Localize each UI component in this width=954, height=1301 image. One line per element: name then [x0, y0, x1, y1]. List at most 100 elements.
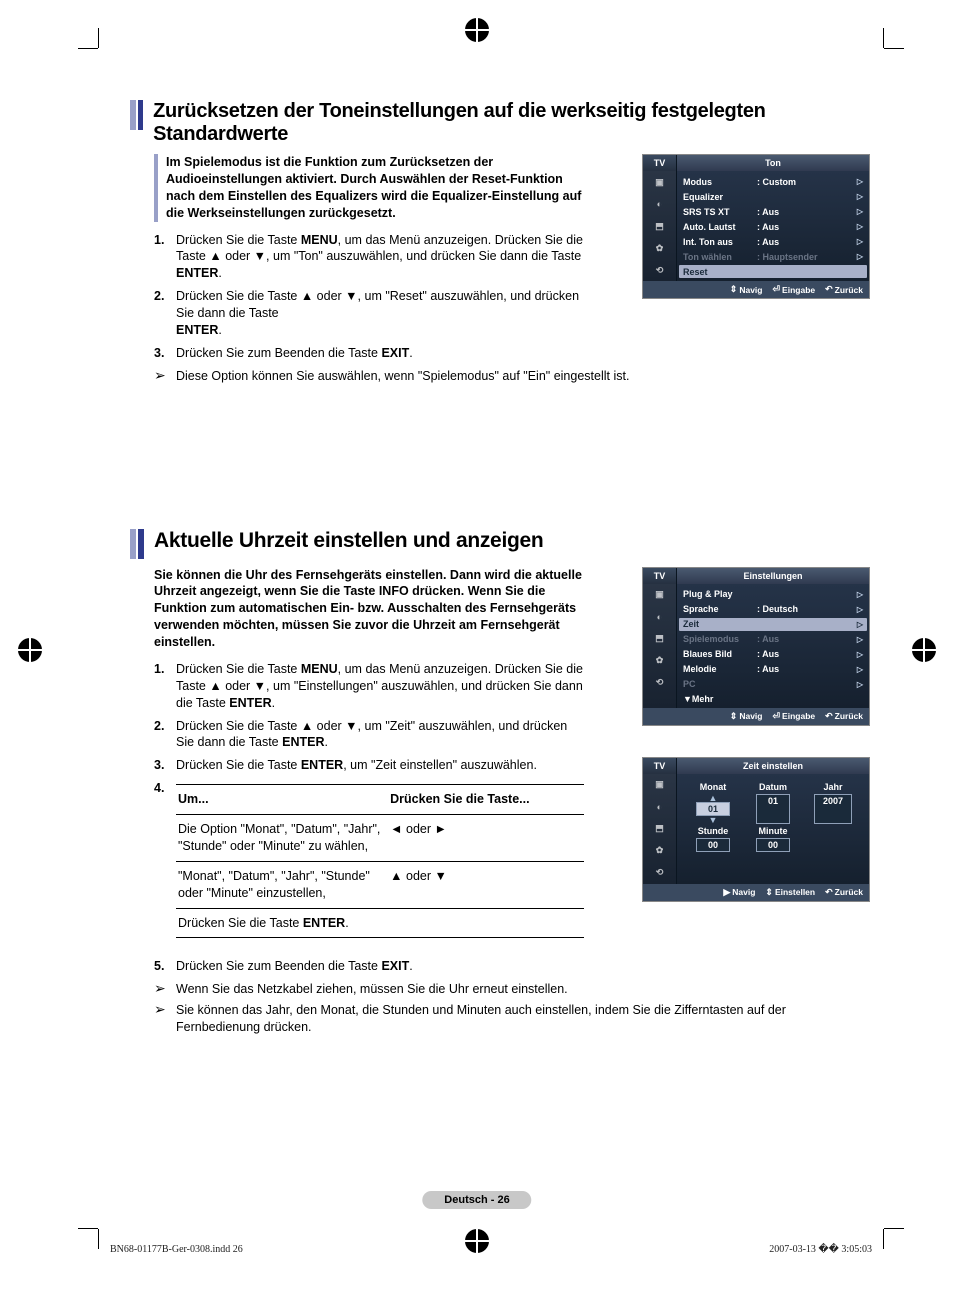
updown-icon: ⇕	[730, 284, 738, 295]
step-number: 1.	[154, 232, 176, 283]
updown-icon: ⇕	[765, 887, 773, 898]
time-header: Jahr	[823, 782, 842, 792]
input-icon: ⟲	[643, 862, 676, 884]
step-text: Drücken Sie die Taste ▲ oder ▼, um "Rese…	[176, 288, 584, 339]
osd-row: Zeit▷	[679, 618, 867, 631]
section-bar-icon	[138, 100, 144, 130]
osd-row: Sprache: Deutsch▷	[683, 603, 863, 616]
chevron-down-icon: ▼	[709, 816, 718, 824]
step-text: Drücken Sie zum Beenden die Taste EXIT.	[176, 958, 794, 975]
osd-row: ▼Mehr	[683, 693, 863, 706]
channel-icon: ⬒	[643, 628, 676, 650]
crop-mark-icon	[78, 48, 98, 49]
enter-icon: ⏎	[773, 711, 781, 722]
return-icon: ↶	[825, 284, 833, 295]
crop-mark-icon	[98, 28, 99, 48]
osd-title: Zeit einstellen	[677, 758, 869, 774]
crop-mark-icon	[883, 1229, 884, 1249]
registration-mark-icon	[912, 638, 936, 662]
section-title: Zurücksetzen der Toneinstellungen auf di…	[153, 100, 850, 146]
osd-menu-einstellungen: TV Einstellungen ▣ ◐ ⬒ ✿ ⟲ Plug & Play▷S…	[642, 567, 870, 726]
input-icon: ⟲	[643, 672, 676, 694]
right-icon: ▶	[723, 887, 730, 898]
osd-title: Ton	[677, 155, 869, 171]
picture-icon: ▣	[643, 584, 676, 606]
table-row: Drücken Sie die Taste ENTER.	[176, 908, 584, 938]
step-text: Drücken Sie die Taste MENU, um das Menü …	[176, 232, 584, 283]
osd-tv-label: TV	[643, 155, 677, 171]
section-intro: Sie können die Uhr des Fernsehgeräts ein…	[154, 567, 584, 651]
osd-row: SRS TS XT: Aus▷	[683, 205, 863, 218]
section-bar-icon	[130, 529, 136, 559]
osd-row: Int. Ton aus: Aus▷	[683, 235, 863, 248]
table-row: Die Option "Monat", "Datum", "Jahr", "St…	[176, 815, 584, 862]
osd-row: Melodie: Aus▷	[683, 663, 863, 676]
return-icon: ↶	[825, 887, 833, 898]
osd-footer: ▶Navig ⇕Einstellen ↶Zurück	[643, 884, 869, 901]
page-badge: Deutsch - 26	[422, 1191, 531, 1209]
step-number: 3.	[154, 757, 176, 774]
note-text: Wenn Sie das Netzkabel ziehen, müssen Si…	[176, 981, 794, 998]
enter-icon: ⏎	[773, 284, 781, 295]
section-bar-icon	[138, 529, 144, 559]
setup-icon: ✿	[643, 650, 676, 672]
registration-mark-icon	[465, 1229, 489, 1253]
note-icon: ➢	[154, 1002, 176, 1036]
sound-icon: ◐	[643, 193, 676, 215]
picture-icon: ▣	[643, 171, 676, 193]
setup-icon: ✿	[643, 840, 676, 862]
time-value: 00	[756, 838, 790, 852]
section-bar-icon	[130, 100, 136, 130]
input-icon: ⟲	[643, 259, 676, 281]
time-value: 2007	[814, 794, 852, 824]
osd-row: Blaues Bild: Aus▷	[683, 648, 863, 661]
table-row: "Monat", "Datum", "Jahr", "Stunde" oder …	[176, 861, 584, 908]
osd-row: Auto. Lautst: Aus▷	[683, 220, 863, 233]
osd-row: Modus: Custom▷	[683, 175, 863, 188]
osd-footer: ⇕Navig ⏎Eingabe ↶Zurück	[643, 281, 869, 298]
step-number: 2.	[154, 288, 176, 339]
note-icon: ➢	[154, 368, 176, 385]
step-text: Drücken Sie die Taste ▲ oder ▼, um "Zeit…	[176, 718, 584, 752]
chevron-up-icon: ▲	[709, 794, 718, 802]
step-number: 2.	[154, 718, 176, 752]
sound-icon: ◐	[643, 796, 676, 818]
crop-mark-icon	[884, 48, 904, 49]
time-value: 00	[696, 838, 730, 852]
note-icon: ➢	[154, 981, 176, 998]
step-number: 3.	[154, 345, 176, 362]
osd-title: Einstellungen	[677, 568, 869, 584]
instruction-table: Um... Drücken Sie die Taste... Die Optio…	[176, 784, 584, 938]
crop-mark-icon	[883, 28, 884, 48]
time-header: Minute	[759, 826, 788, 836]
step-text: Drücken Sie die Taste ENTER, um "Zeit ei…	[176, 757, 584, 774]
note-text: Sie können das Jahr, den Monat, die Stun…	[176, 1002, 794, 1036]
osd-row: Reset	[679, 265, 867, 278]
table-header: Um...	[176, 785, 388, 815]
osd-footer: ⇕Navig ⏎Eingabe ↶Zurück	[643, 708, 869, 725]
step-number: 4.	[154, 780, 176, 938]
note-text: Diese Option können Sie auswählen, wenn …	[176, 368, 794, 385]
channel-icon: ⬒	[643, 215, 676, 237]
osd-row: PC▷	[683, 678, 863, 691]
registration-mark-icon	[18, 638, 42, 662]
registration-mark-icon	[465, 18, 489, 42]
osd-row: Spielemodus: Aus▷	[683, 633, 863, 646]
updown-icon: ⇕	[730, 711, 738, 722]
crop-mark-icon	[884, 1228, 904, 1229]
step-number: 1.	[154, 661, 176, 712]
time-value: 01	[756, 794, 790, 824]
osd-row: Equalizer▷	[683, 190, 863, 203]
crop-mark-icon	[98, 1229, 99, 1249]
return-icon: ↶	[825, 711, 833, 722]
crop-mark-icon	[78, 1228, 98, 1229]
table-header: Drücken Sie die Taste...	[388, 785, 584, 815]
time-header: Monat	[700, 782, 727, 792]
osd-tv-label: TV	[643, 568, 677, 584]
sound-icon: ◐	[643, 606, 676, 628]
step-number: 5.	[154, 958, 176, 975]
section-title: Aktuelle Uhrzeit einstellen und anzeigen	[154, 529, 543, 553]
picture-icon: ▣	[643, 774, 676, 796]
osd-menu-ton: TV Ton ▣ ◐ ⬒ ✿ ⟲ Modus: Custom▷Equalizer…	[642, 154, 870, 299]
step-text: Drücken Sie die Taste MENU, um das Menü …	[176, 661, 584, 712]
